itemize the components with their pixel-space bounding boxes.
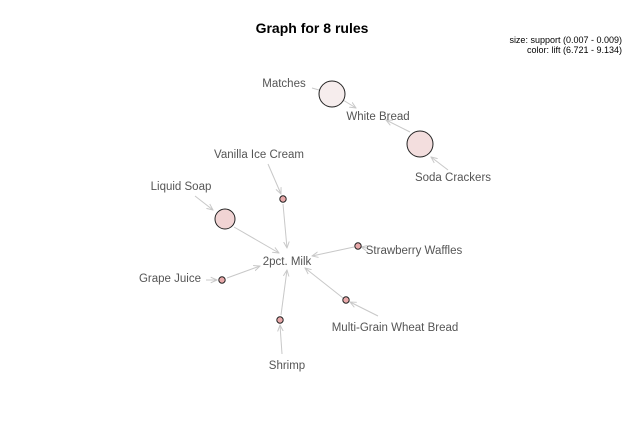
rule-node-soda-crackers-white-bread[interactable] [406,130,434,158]
edge-rule1-to-white-bread [342,99,356,108]
edge-rule-grape-to-milk [226,266,260,279]
item-grape-juice[interactable]: Grape Juice [139,273,201,285]
edge-rule-wheat-to-milk [305,268,344,299]
rule-node-waffles-milk[interactable] [354,242,362,250]
rule-node-vanilla-milk[interactable] [279,195,287,203]
item-liquid-soap[interactable]: Liquid Soap [151,181,212,193]
edge-shrimp-to-rule [280,325,282,355]
edge-soda-crackers-to-rule2 [431,157,449,171]
rule-node-liquid-soap-milk[interactable] [214,208,236,230]
edge-wheat-bread-to-rule [350,302,379,317]
edge-vanilla-to-rule [267,163,281,194]
item-strawberry-waffles[interactable]: Strawberry Waffles [366,245,463,257]
rule-node-grape-juice-milk[interactable] [218,276,226,284]
edge-liquid-soap-to-rule [194,195,213,210]
legend-size: size: support (0.007 - 0.009) [509,35,622,45]
edge-rule-vanilla-to-milk [282,203,287,248]
item-2pct-milk[interactable]: 2pct. Milk [263,256,312,268]
item-matches[interactable]: Matches [262,78,306,90]
rule-node-matches-white-bread[interactable] [318,80,346,108]
item-vanilla-ice-cream[interactable]: Vanilla Ice Cream [214,149,304,161]
edge-rule-soap-to-milk [233,226,279,253]
edge-rule-waffles-to-milk [312,246,355,256]
item-shrimp[interactable]: Shrimp [269,360,305,372]
edge-rule-shrimp-to-milk [280,270,287,316]
legend-color: color: lift (6.721 - 9.134) [527,45,622,55]
graph-title: Graph for 8 rules [256,20,369,36]
edge-rule2-to-white-bread [386,120,411,133]
rule-node-wheat-bread-milk[interactable] [342,296,350,304]
edge-waffles-to-rule [361,247,366,248]
rule-node-shrimp-milk[interactable] [276,316,284,324]
item-soda-crackers[interactable]: Soda Crackers [415,172,491,184]
item-white-bread[interactable]: White Bread [346,111,409,123]
item-multi-grain-wheat-bread[interactable]: Multi-Grain Wheat Bread [332,322,459,334]
